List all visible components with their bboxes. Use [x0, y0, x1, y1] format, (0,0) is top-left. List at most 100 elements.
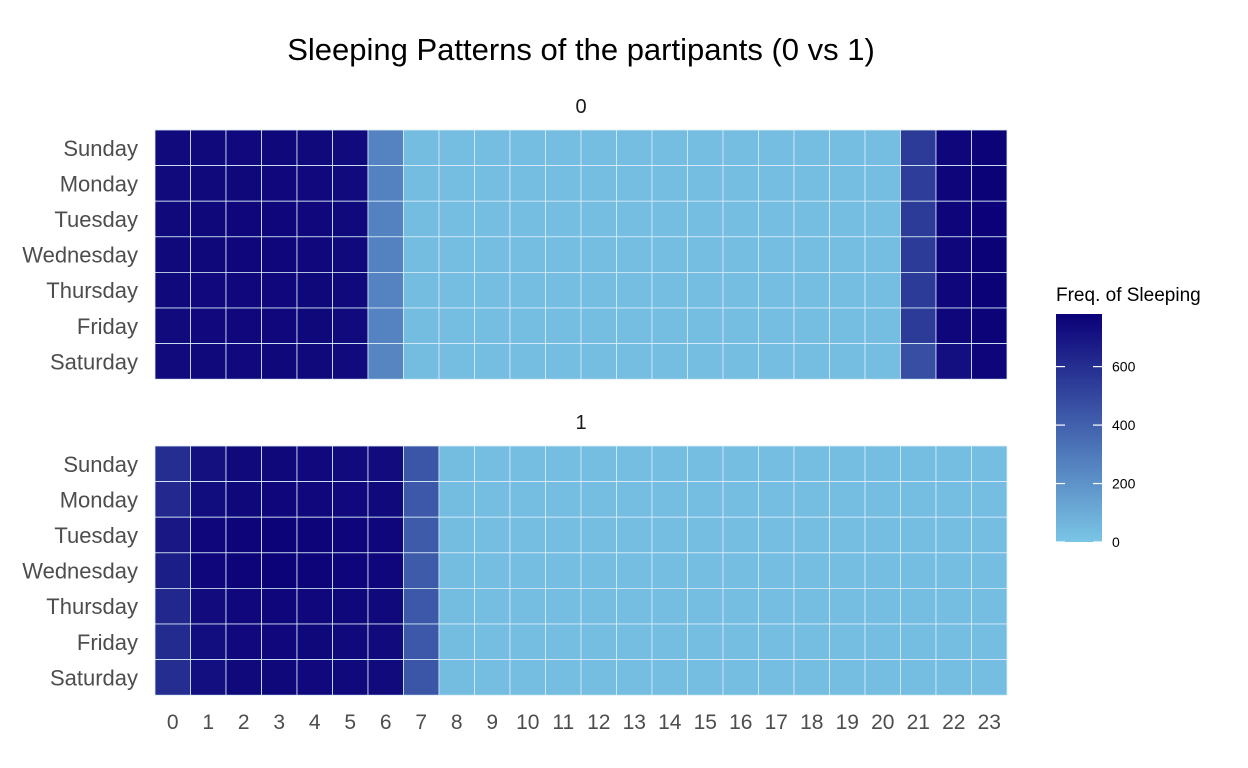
heatmap-cell — [758, 552, 795, 589]
x-tick-label: 10 — [516, 711, 539, 734]
y-tick-label: Tuesday — [54, 523, 138, 548]
heatmap-cell — [651, 481, 688, 518]
heatmap-cell — [758, 481, 795, 518]
x-axis: 0 1 2 3 4 5 6 7 8 9 10 11 12 13 14 15 16 17 18 19 20 21 22 23 — [167, 711, 1001, 734]
heatmap-cell — [474, 445, 511, 482]
heatmap-cell — [474, 307, 511, 344]
heatmap-cell — [935, 200, 972, 238]
x-tick-label: 6 — [380, 711, 392, 734]
heatmap-cell — [687, 588, 724, 625]
y-tick-label: Wednesday — [22, 243, 138, 268]
heatmap-cell — [758, 445, 795, 482]
heatmap-cell — [403, 552, 440, 589]
heatmap-cell — [225, 445, 262, 482]
heatmap-cell — [864, 165, 901, 202]
heatmap-cell — [225, 516, 262, 554]
heatmap-cell — [616, 552, 653, 589]
heatmap-cell — [225, 165, 262, 202]
heatmap-panels: 0 Sunday Monday Tuesday Wednesday Thursday Fri… — [22, 96, 1008, 696]
heatmap-cell — [190, 552, 227, 589]
heatmap-cell — [438, 588, 475, 625]
heatmap-cell — [722, 200, 759, 238]
heatmap-cell — [687, 129, 724, 166]
heatmap-cell — [438, 343, 475, 380]
heatmap-cell — [261, 200, 298, 238]
heatmap-cell — [367, 129, 404, 166]
heatmap-cell — [687, 623, 724, 660]
heatmap-cell — [403, 129, 440, 166]
x-tick-label: 15 — [694, 711, 717, 734]
heatmap-cell — [332, 552, 369, 589]
heatmap-cell — [225, 271, 262, 309]
heatmap-cell — [793, 343, 830, 380]
heatmap-cell — [261, 445, 298, 482]
legend-title: Freq. of Sleeping — [1056, 285, 1201, 306]
heatmap-cell — [438, 129, 475, 166]
heatmap-cell — [225, 481, 262, 518]
heatmap-cell — [829, 129, 866, 166]
heatmap-cell — [900, 481, 937, 518]
heatmap-cell — [971, 588, 1008, 625]
heatmap-cell — [900, 445, 937, 482]
heatmap-cell — [403, 659, 440, 696]
heatmap-cell — [367, 659, 404, 696]
heatmap-cell — [829, 165, 866, 202]
heatmap-cell — [403, 588, 440, 625]
heatmap-cell — [190, 343, 227, 380]
heatmap-cell — [616, 307, 653, 344]
heatmap-cell — [687, 552, 724, 589]
heatmap-cell — [971, 343, 1008, 380]
heatmap-cell — [580, 200, 617, 238]
heatmap-cell — [154, 343, 191, 380]
heatmap-cell — [616, 343, 653, 380]
heatmap-cell — [935, 516, 972, 554]
heatmap-cell — [651, 165, 688, 202]
heatmap-cell — [261, 307, 298, 344]
heatmap-cell — [864, 343, 901, 380]
y-tick-label: Saturday — [50, 665, 138, 690]
x-tick-label: 13 — [623, 711, 646, 734]
facet-label: 0 — [575, 96, 586, 118]
heatmap-cell — [864, 516, 901, 554]
heatmap-cell — [900, 343, 937, 380]
heatmap-cell — [403, 481, 440, 518]
heatmap-cell — [935, 165, 972, 202]
facet-label: 1 — [575, 412, 586, 434]
heatmap-cell — [971, 659, 1008, 696]
heatmap-cell — [403, 343, 440, 380]
heatmap-cell — [261, 516, 298, 554]
heatmap-cell — [509, 659, 546, 696]
heatmap-cell — [793, 445, 830, 482]
heatmap-cell — [758, 236, 795, 273]
legend-colorbar — [1056, 314, 1102, 542]
heatmap-cell — [793, 236, 830, 273]
heatmap-cell — [900, 271, 937, 309]
heatmap-cell — [332, 271, 369, 309]
heatmap-cell — [651, 129, 688, 166]
heatmap-cell — [545, 129, 582, 166]
heatmap-cell — [154, 307, 191, 344]
heatmap-cell — [367, 516, 404, 554]
heatmap-cell — [793, 481, 830, 518]
heatmap-cell — [935, 236, 972, 273]
heatmap-cell — [580, 307, 617, 344]
heatmap-cell — [438, 236, 475, 273]
heatmap-cell — [261, 236, 298, 273]
x-tick-label: 21 — [907, 711, 930, 734]
x-tick-label: 3 — [273, 711, 285, 734]
x-tick-label: 23 — [978, 711, 1001, 734]
x-tick-label: 14 — [658, 711, 682, 734]
heatmap-cell — [793, 200, 830, 238]
heatmap-cell — [296, 623, 333, 660]
y-tick-label: Thursday — [46, 594, 138, 619]
heatmap-cell — [616, 165, 653, 202]
heatmap-cell — [438, 445, 475, 482]
heatmap-cell — [367, 343, 404, 380]
heatmap-cell — [545, 236, 582, 273]
heatmap-cell — [651, 445, 688, 482]
heatmap-cell — [651, 307, 688, 344]
heatmap-cell — [722, 236, 759, 273]
heatmap-cell — [580, 552, 617, 589]
heatmap-cell — [438, 552, 475, 589]
